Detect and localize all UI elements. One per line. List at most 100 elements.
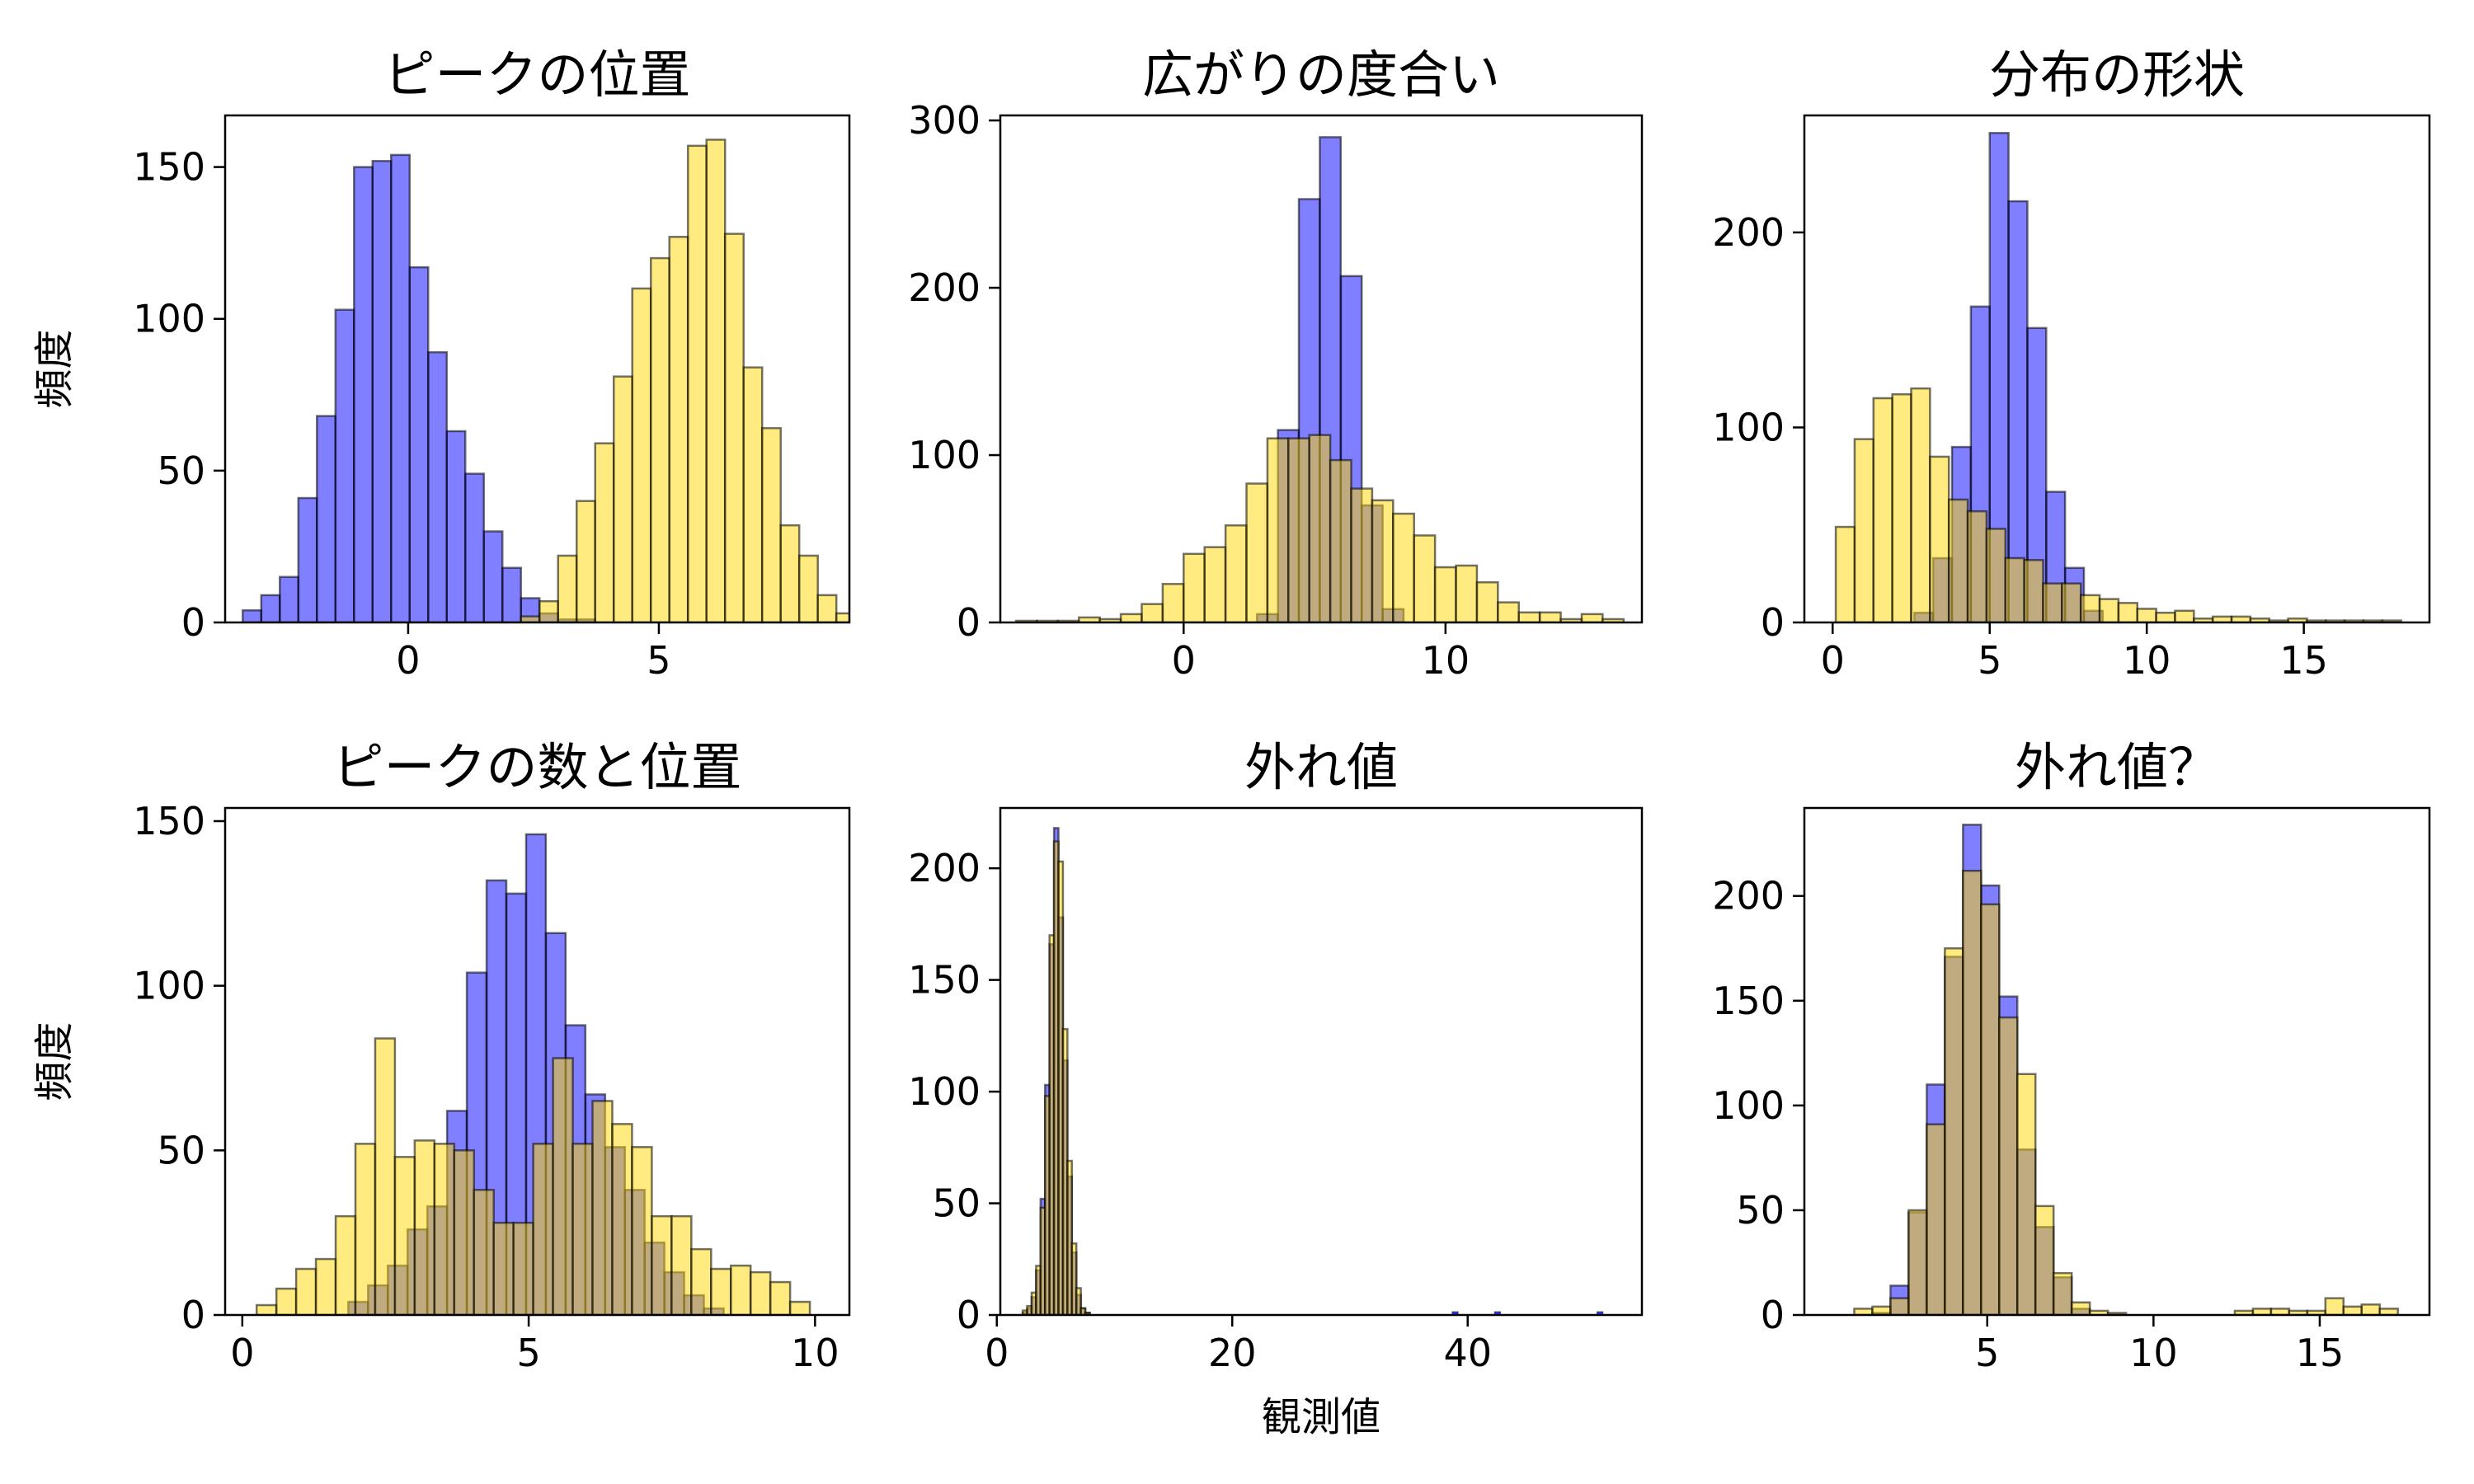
histogram-bar [2117, 602, 2139, 622]
histogram-bar [275, 1287, 298, 1315]
y-tick-label: 50 [157, 448, 205, 493]
histogram-bar [316, 415, 337, 622]
axes-frame [1803, 114, 2431, 624]
histogram-bar [631, 1146, 653, 1315]
x-tick-label: 0 [985, 1331, 1009, 1375]
histogram-bar [242, 609, 263, 622]
histogram-bar [631, 287, 652, 622]
x-tick-label: 20 [1208, 1331, 1257, 1375]
y-tick-label: 200 [1712, 874, 1785, 918]
histogram-bar [2098, 598, 2120, 622]
y-tick-label: 200 [1712, 210, 1785, 255]
histogram-bar [729, 1264, 752, 1315]
histogram-bar [1119, 613, 1143, 622]
histogram-bar [816, 594, 838, 622]
histogram-bar [2155, 611, 2176, 622]
histogram-bar [1329, 458, 1352, 622]
histogram-bar [835, 612, 849, 622]
histogram-bar [690, 1247, 713, 1315]
x-tick-label: 5 [516, 1331, 540, 1375]
histogram-bar [742, 366, 764, 622]
histogram-bar [2342, 1305, 2363, 1315]
histogram-bar [427, 350, 449, 622]
histogram-bar [501, 566, 522, 622]
subplot-title: 広がりの度合い [1142, 45, 1500, 105]
histogram-bar [1962, 869, 1982, 1315]
histogram-bar [334, 1214, 357, 1315]
axes-frame [1803, 806, 2431, 1317]
histogram-bar [2004, 556, 2025, 622]
histogram-bar [2023, 559, 2044, 622]
histogram-bar [1538, 611, 1562, 622]
axes-frame [223, 114, 851, 624]
subplot-5: 0 20 40 0 50 100 150 200 外れ値 [908, 737, 1644, 1375]
histogram-bar [1580, 613, 1604, 622]
histogram-bar [2174, 609, 2195, 622]
histogram-bar [1834, 525, 1856, 622]
histogram-bar [512, 1221, 534, 1315]
histogram-bar [769, 1280, 792, 1315]
x-tick-label: 5 [647, 638, 670, 683]
histogram-bar [1371, 499, 1395, 622]
y-tick-label: 150 [1712, 979, 1785, 1023]
x-tick-label: 40 [1443, 1331, 1492, 1375]
subplot-title: ピークの数と位置 [332, 737, 741, 797]
histogram-bar [1308, 434, 1332, 622]
y-tick-label: 0 [957, 1293, 981, 1337]
histogram-bar [255, 1303, 278, 1315]
histogram-bar [1161, 583, 1185, 622]
histogram-bar [668, 236, 689, 622]
histogram-bar [445, 430, 467, 622]
y-tick-label: 200 [908, 265, 981, 310]
x-tick-label: 10 [791, 1331, 840, 1375]
y-tick-label: 0 [1761, 1293, 1785, 1337]
histogram-bar [1966, 510, 1988, 622]
histogram-bar [1224, 524, 1248, 622]
histogram-bar [1889, 1297, 1910, 1315]
histogram-bar [2015, 1073, 2037, 1315]
histogram-bar [1475, 581, 1499, 622]
histogram-bar [2324, 1297, 2345, 1315]
y-tick-label: 150 [133, 145, 205, 190]
histogram-bar [371, 159, 393, 622]
histogram-bar [1929, 455, 1950, 622]
histogram-bar [1413, 534, 1437, 622]
histogram-bar [433, 1143, 456, 1315]
histogram-bar [1517, 611, 1541, 622]
histogram-bar [1998, 1016, 2019, 1315]
x-axis-label: 観測値 [1262, 1394, 1380, 1440]
histogram-bar [2034, 1205, 2055, 1315]
y-tick-label: 100 [908, 1069, 981, 1114]
histogram-bar [314, 1257, 337, 1315]
y-tick-label: 150 [908, 958, 981, 1003]
y-tick-label: 0 [181, 1293, 205, 1337]
histogram-bar [393, 1156, 416, 1315]
bars [1834, 132, 2402, 622]
histogram-bar [374, 1037, 397, 1315]
axes-frame [223, 806, 851, 1317]
histogram-bar [1872, 397, 1893, 622]
histogram-bar [591, 1100, 614, 1315]
y-tick-label: 100 [133, 964, 205, 1008]
histogram-bar [575, 500, 596, 622]
x-tick-label: 10 [2123, 638, 2171, 683]
histogram-bar [1084, 1312, 1091, 1315]
histogram-bar [2070, 1301, 2091, 1315]
histogram-bar [571, 1143, 594, 1315]
y-axis-label: 頻度 [31, 329, 78, 408]
x-tick-label: 10 [2129, 1331, 2178, 1375]
bars [1853, 824, 2399, 1315]
subplot-3: 0 5 10 15 0 100 200 分布の形状 [1712, 45, 2431, 683]
x-tick-label: 15 [2296, 1331, 2345, 1375]
histogram-bar [686, 144, 708, 622]
y-tick-label: 300 [908, 98, 981, 143]
histogram-bar [354, 1143, 377, 1315]
histogram-bar [413, 1139, 436, 1315]
histogram-bar [2042, 582, 2063, 622]
histogram-bar [2360, 1303, 2381, 1315]
y-tick-label: 0 [181, 600, 205, 645]
